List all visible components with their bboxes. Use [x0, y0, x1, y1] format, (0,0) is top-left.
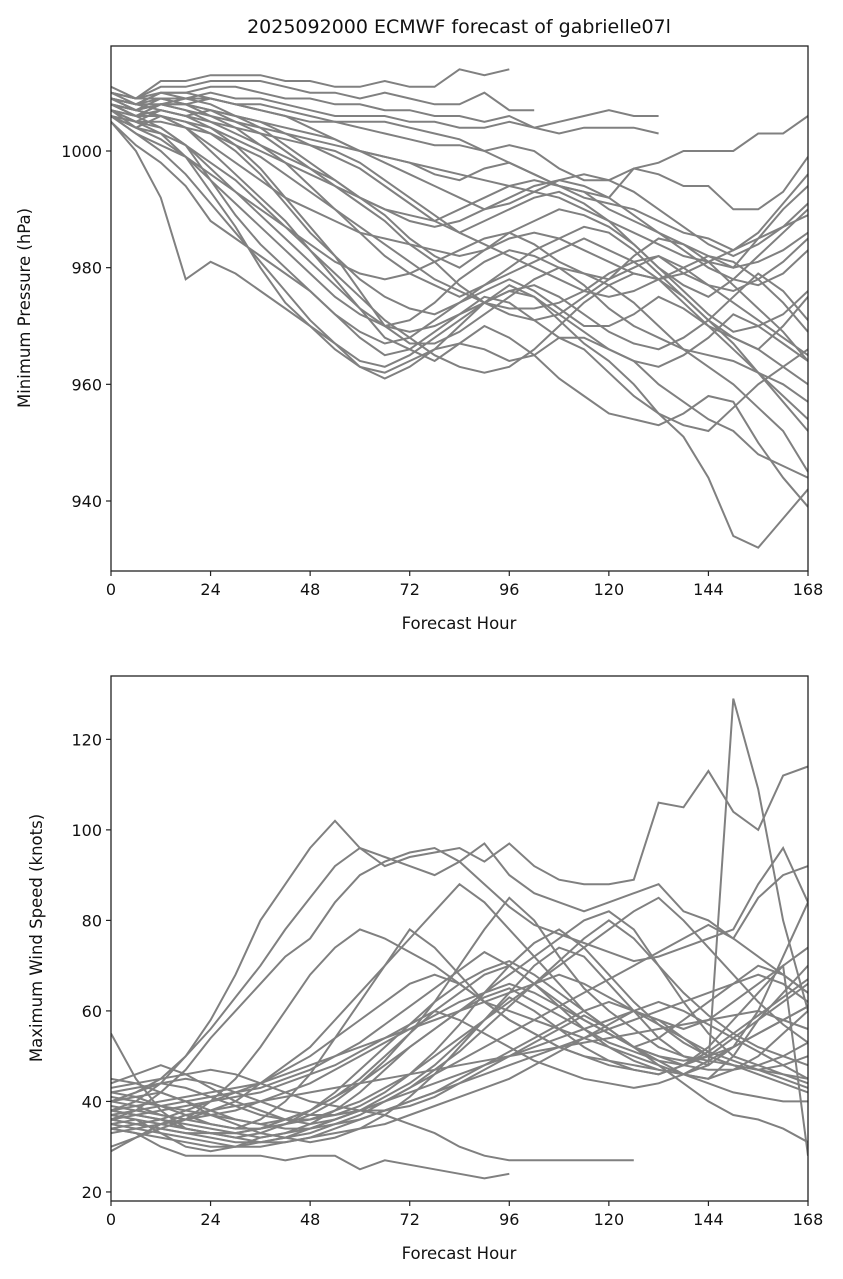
pressure-series-line-member-27: [111, 91, 808, 287]
pressure-x-tick-label: 48: [300, 580, 320, 599]
pressure-x-ticks: 0 24 48 72 96 120 144 168: [106, 571, 823, 599]
pressure-x-tick-label: 24: [200, 580, 220, 599]
pressure-x-tick-label: 0: [106, 580, 116, 599]
wind-y-tick-label: 60: [82, 1002, 102, 1021]
pressure-series-line-member-09: [111, 115, 808, 293]
pressure-x-tick-label: 144: [693, 580, 724, 599]
wind-series-line-member-13: [111, 978, 808, 1126]
pressure-y-tick-label: 980: [71, 259, 102, 278]
wind-series-line-member-26: [111, 1014, 808, 1112]
wind-series-line-member-03: [111, 765, 808, 1103]
wind-x-tick-label: 0: [106, 1210, 116, 1229]
pressure-x-axis-label: Forecast Hour: [402, 614, 517, 633]
pressure-series-line-member-04: [111, 91, 659, 135]
chart-title: 2025092000 ECMWF forecast of gabrielle07…: [247, 16, 671, 38]
wind-x-ticks: 0 24 48 72 96 120 144 168: [106, 1201, 823, 1229]
pressure-series-line-member-01: [111, 68, 510, 100]
pressure-series-line-member-13: [111, 97, 808, 508]
pressure-axes-frame: [110, 45, 809, 572]
pressure-y-tick-label: 940: [71, 492, 102, 511]
wind-y-tick-label: 20: [82, 1183, 102, 1202]
wind-axes-frame: [110, 675, 809, 1202]
pressure-y-axis-label: Minimum Pressure (hPa): [15, 208, 34, 408]
pressure-y-ticks: 940 960 980 1000: [61, 142, 111, 511]
pressure-series-line-member-29: [111, 97, 808, 269]
wind-series-line-member-24: [111, 950, 808, 1116]
pressure-y-tick-label: 960: [71, 375, 102, 394]
wind-x-tick-label: 168: [793, 1210, 824, 1229]
wind-series-line-member-01: [111, 1127, 510, 1180]
wind-series-line-member-15: [111, 964, 808, 1135]
pressure-x-tick-label: 168: [793, 580, 824, 599]
pressure-y-tick-label: 1000: [61, 142, 102, 161]
pressure-x-tick-label: 120: [594, 580, 625, 599]
wind-series-line-member-22: [111, 1005, 808, 1121]
pressure-series-line-member-23: [111, 109, 808, 403]
wind-series-line-member-20: [111, 919, 808, 1116]
pressure-series-line-member-03: [111, 85, 659, 129]
pressure-series-line-member-14: [111, 109, 808, 549]
wind-axes: 0 24 48 72 96 120 144 168 20 40 60 80 100 120 Foreca…: [27, 675, 823, 1263]
wind-series-line-member-16: [111, 698, 808, 1126]
pressure-series-line-member-02: [111, 80, 535, 112]
pressure-series-line-member-22: [111, 91, 808, 258]
wind-y-tick-label: 80: [82, 911, 102, 930]
wind-y-axis-label: Maximum Wind Speed (knots): [27, 814, 46, 1062]
pressure-series-line-member-15: [111, 97, 808, 473]
pressure-series-line-member-17: [111, 103, 808, 333]
wind-series-line-member-18: [111, 928, 808, 1121]
wind-y-tick-label: 100: [71, 821, 102, 840]
pressure-axes: 0 24 48 72 96 120 144 168 940 960 980 1000 Forecas…: [15, 45, 823, 633]
pressure-series-line-member-21: [111, 103, 808, 298]
pressure-series-line-member-25: [111, 97, 808, 386]
pressure-series-line-member-28: [111, 109, 808, 368]
wind-y-ticks: 20 40 60 80 100 120: [71, 730, 111, 1202]
wind-series-line-member-29: [111, 1009, 808, 1153]
pressure-series-line-member-08: [111, 114, 808, 269]
wind-series-line-member-08: [111, 1009, 808, 1144]
pressure-x-tick-label: 96: [499, 580, 519, 599]
pressure-series-line-member-20: [111, 115, 808, 432]
pressure-series-line-member-30: [111, 115, 808, 357]
pressure-series-line-member-24: [111, 115, 808, 368]
pressure-series-line-member-16: [111, 91, 808, 421]
wind-series-line-member-30: [111, 963, 808, 1156]
wind-series-line-member-25: [111, 923, 808, 1148]
wind-x-tick-label: 24: [200, 1210, 220, 1229]
wind-x-tick-label: 48: [300, 1210, 320, 1229]
wind-x-tick-label: 72: [400, 1210, 420, 1229]
wind-x-tick-label: 144: [693, 1210, 724, 1229]
pressure-x-tick-label: 72: [400, 580, 420, 599]
pressure-series-group: [111, 68, 808, 549]
wind-series-line-member-28: [111, 960, 808, 1144]
wind-series-line-member-23: [111, 1000, 808, 1130]
wind-series-group: [111, 698, 808, 1180]
pressure-series-line-member-26: [111, 103, 808, 281]
wind-series-line-member-09: [111, 882, 808, 1148]
wind-x-tick-label: 96: [499, 1210, 519, 1229]
wind-series-line-member-02: [111, 1109, 634, 1162]
wind-series-line-member-05: [111, 845, 808, 1121]
wind-x-tick-label: 120: [594, 1210, 625, 1229]
pressure-series-line-member-19: [111, 97, 808, 362]
wind-x-axis-label: Forecast Hour: [402, 1244, 517, 1263]
wind-y-tick-label: 40: [82, 1092, 102, 1111]
wind-y-tick-label: 120: [71, 730, 102, 749]
wind-series-line-member-21: [111, 896, 808, 1130]
